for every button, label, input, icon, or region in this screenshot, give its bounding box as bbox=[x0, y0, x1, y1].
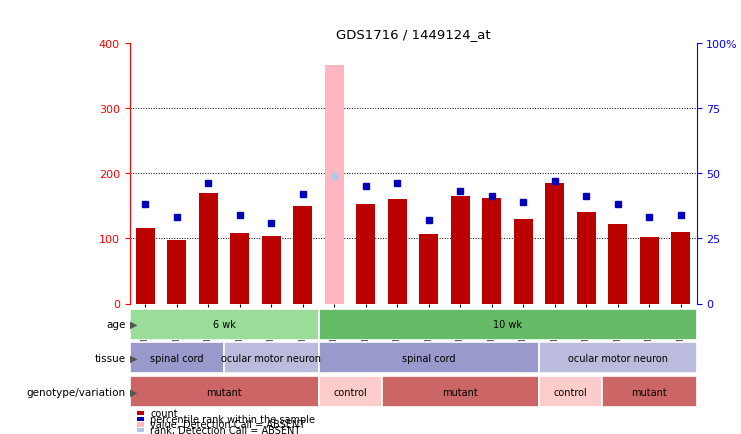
Text: rank, Detection Call = ABSENT: rank, Detection Call = ABSENT bbox=[150, 425, 301, 434]
Text: 10 wk: 10 wk bbox=[493, 319, 522, 329]
Bar bbox=[319, 309, 697, 340]
Text: mutant: mutant bbox=[206, 387, 242, 397]
Bar bbox=[419, 235, 438, 304]
Bar bbox=[130, 376, 319, 407]
Bar bbox=[325, 66, 344, 304]
Bar bbox=[482, 198, 501, 304]
Text: mutant: mutant bbox=[631, 387, 667, 397]
Text: mutant: mutant bbox=[442, 387, 478, 397]
Bar bbox=[451, 197, 470, 304]
Bar bbox=[130, 342, 224, 373]
Bar bbox=[545, 184, 564, 304]
Text: ocular motor neuron: ocular motor neuron bbox=[568, 353, 668, 363]
Text: ocular motor neuron: ocular motor neuron bbox=[222, 353, 322, 363]
Bar bbox=[608, 224, 627, 304]
Text: spinal cord: spinal cord bbox=[402, 353, 456, 363]
Text: control: control bbox=[554, 387, 588, 397]
Text: 6 wk: 6 wk bbox=[213, 319, 236, 329]
Bar bbox=[539, 342, 697, 373]
Bar bbox=[639, 237, 659, 304]
Bar bbox=[388, 200, 407, 304]
Bar bbox=[539, 376, 602, 407]
Text: age: age bbox=[107, 319, 126, 329]
Text: ▶: ▶ bbox=[130, 353, 137, 363]
Bar bbox=[382, 376, 539, 407]
Bar bbox=[167, 240, 186, 304]
Bar bbox=[199, 193, 218, 304]
Text: count: count bbox=[150, 408, 178, 418]
Text: ▶: ▶ bbox=[130, 319, 137, 329]
Text: control: control bbox=[333, 387, 367, 397]
Bar bbox=[136, 229, 155, 304]
Bar bbox=[293, 206, 312, 304]
Text: genotype/variation: genotype/variation bbox=[27, 387, 126, 397]
Bar bbox=[576, 213, 596, 304]
Bar bbox=[262, 237, 281, 304]
Bar bbox=[514, 219, 533, 304]
Bar bbox=[130, 309, 319, 340]
Text: spinal cord: spinal cord bbox=[150, 353, 204, 363]
Bar bbox=[671, 232, 691, 304]
Text: value, Detection Call = ABSENT: value, Detection Call = ABSENT bbox=[150, 420, 305, 429]
Bar bbox=[319, 342, 539, 373]
Bar bbox=[319, 376, 382, 407]
Bar bbox=[224, 342, 319, 373]
Text: percentile rank within the sample: percentile rank within the sample bbox=[150, 414, 316, 424]
Text: ▶: ▶ bbox=[130, 387, 137, 397]
Bar bbox=[230, 233, 249, 304]
Title: GDS1716 / 1449124_at: GDS1716 / 1449124_at bbox=[336, 28, 491, 41]
Text: tissue: tissue bbox=[95, 353, 126, 363]
Bar bbox=[602, 376, 697, 407]
Bar bbox=[356, 205, 375, 304]
